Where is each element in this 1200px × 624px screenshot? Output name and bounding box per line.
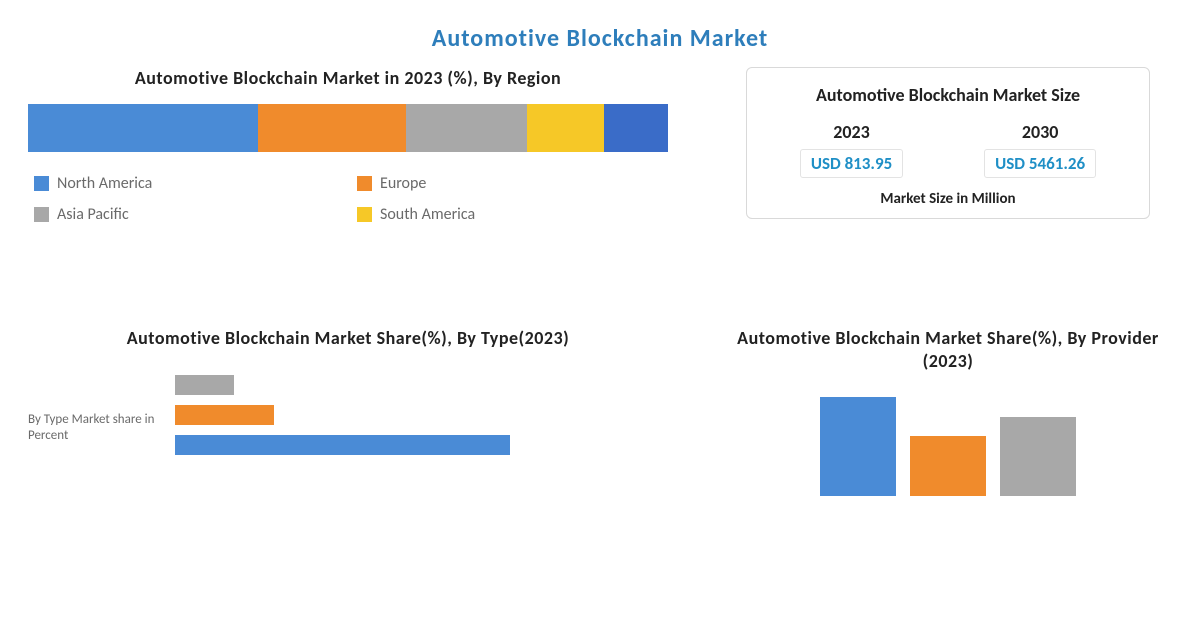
region-segment-1 [258,104,405,152]
type-bar-2 [175,435,510,455]
provider-bar-2 [1000,417,1076,496]
type-bar-plot [175,370,668,490]
region-segment-2 [406,104,528,152]
type-bar-row-1 [175,400,668,430]
legend-label: Europe [380,174,426,193]
legend-swatch-icon [357,176,372,191]
region-segment-4 [604,104,668,152]
main-title: Automotive Blockchain Market [0,24,1200,53]
dashboard-grid: Automotive Blockchain Market in 2023 (%)… [0,61,1200,581]
size-panel: Automotive Blockchain Market Size 2023 U… [696,61,1200,321]
legend-label: South America [380,205,475,224]
type-chart-title: Automotive Blockchain Market Share(%), B… [28,327,668,350]
provider-chart-title: Automotive Blockchain Market Share(%), B… [724,327,1172,372]
legend-label: North America [57,174,152,193]
legend-swatch-icon [357,207,372,222]
size-year-0: 2023 [800,121,903,143]
region-legend-item-1: Europe [357,174,668,193]
size-value-1: USD 5461.26 [984,149,1096,178]
region-panel: Automotive Blockchain Market in 2023 (%)… [0,61,696,321]
size-columns: 2023 USD 813.95 2030 USD 5461.26 [759,121,1136,178]
size-value-0: USD 813.95 [800,149,903,178]
type-hbar-wrap: By Type Market share in Percent [28,364,668,490]
size-unit-label: Market Size in Million [759,190,1136,208]
region-segment-3 [527,104,604,152]
provider-bar-1 [910,436,986,497]
provider-bar-0 [820,397,896,496]
legend-swatch-icon [34,176,49,191]
type-panel: Automotive Blockchain Market Share(%), B… [0,321,696,581]
region-stacked-bar [28,104,668,152]
region-legend: North America Europe Asia Pacific South Ame… [28,174,668,224]
region-legend-item-0: North America [34,174,345,193]
legend-swatch-icon [34,207,49,222]
provider-panel: Automotive Blockchain Market Share(%), B… [696,321,1200,581]
size-year-1: 2030 [984,121,1096,143]
type-bar-row-2 [175,430,668,460]
type-bar-1 [175,405,274,425]
type-ylabel: By Type Market share in Percent [28,412,163,446]
region-legend-item-3: South America [357,205,668,224]
type-bar-0 [175,375,234,395]
region-chart-title: Automotive Blockchain Market in 2023 (%)… [28,67,668,90]
legend-label: Asia Pacific [57,205,129,224]
region-segment-0 [28,104,258,152]
size-box-title: Automotive Blockchain Market Size [759,84,1136,107]
size-col-0: 2023 USD 813.95 [800,121,903,178]
market-size-box: Automotive Blockchain Market Size 2023 U… [746,67,1149,219]
size-col-1: 2030 USD 5461.26 [984,121,1096,178]
provider-bar-plot [724,386,1172,496]
type-bar-row-0 [175,370,668,400]
region-legend-item-2: Asia Pacific [34,205,345,224]
